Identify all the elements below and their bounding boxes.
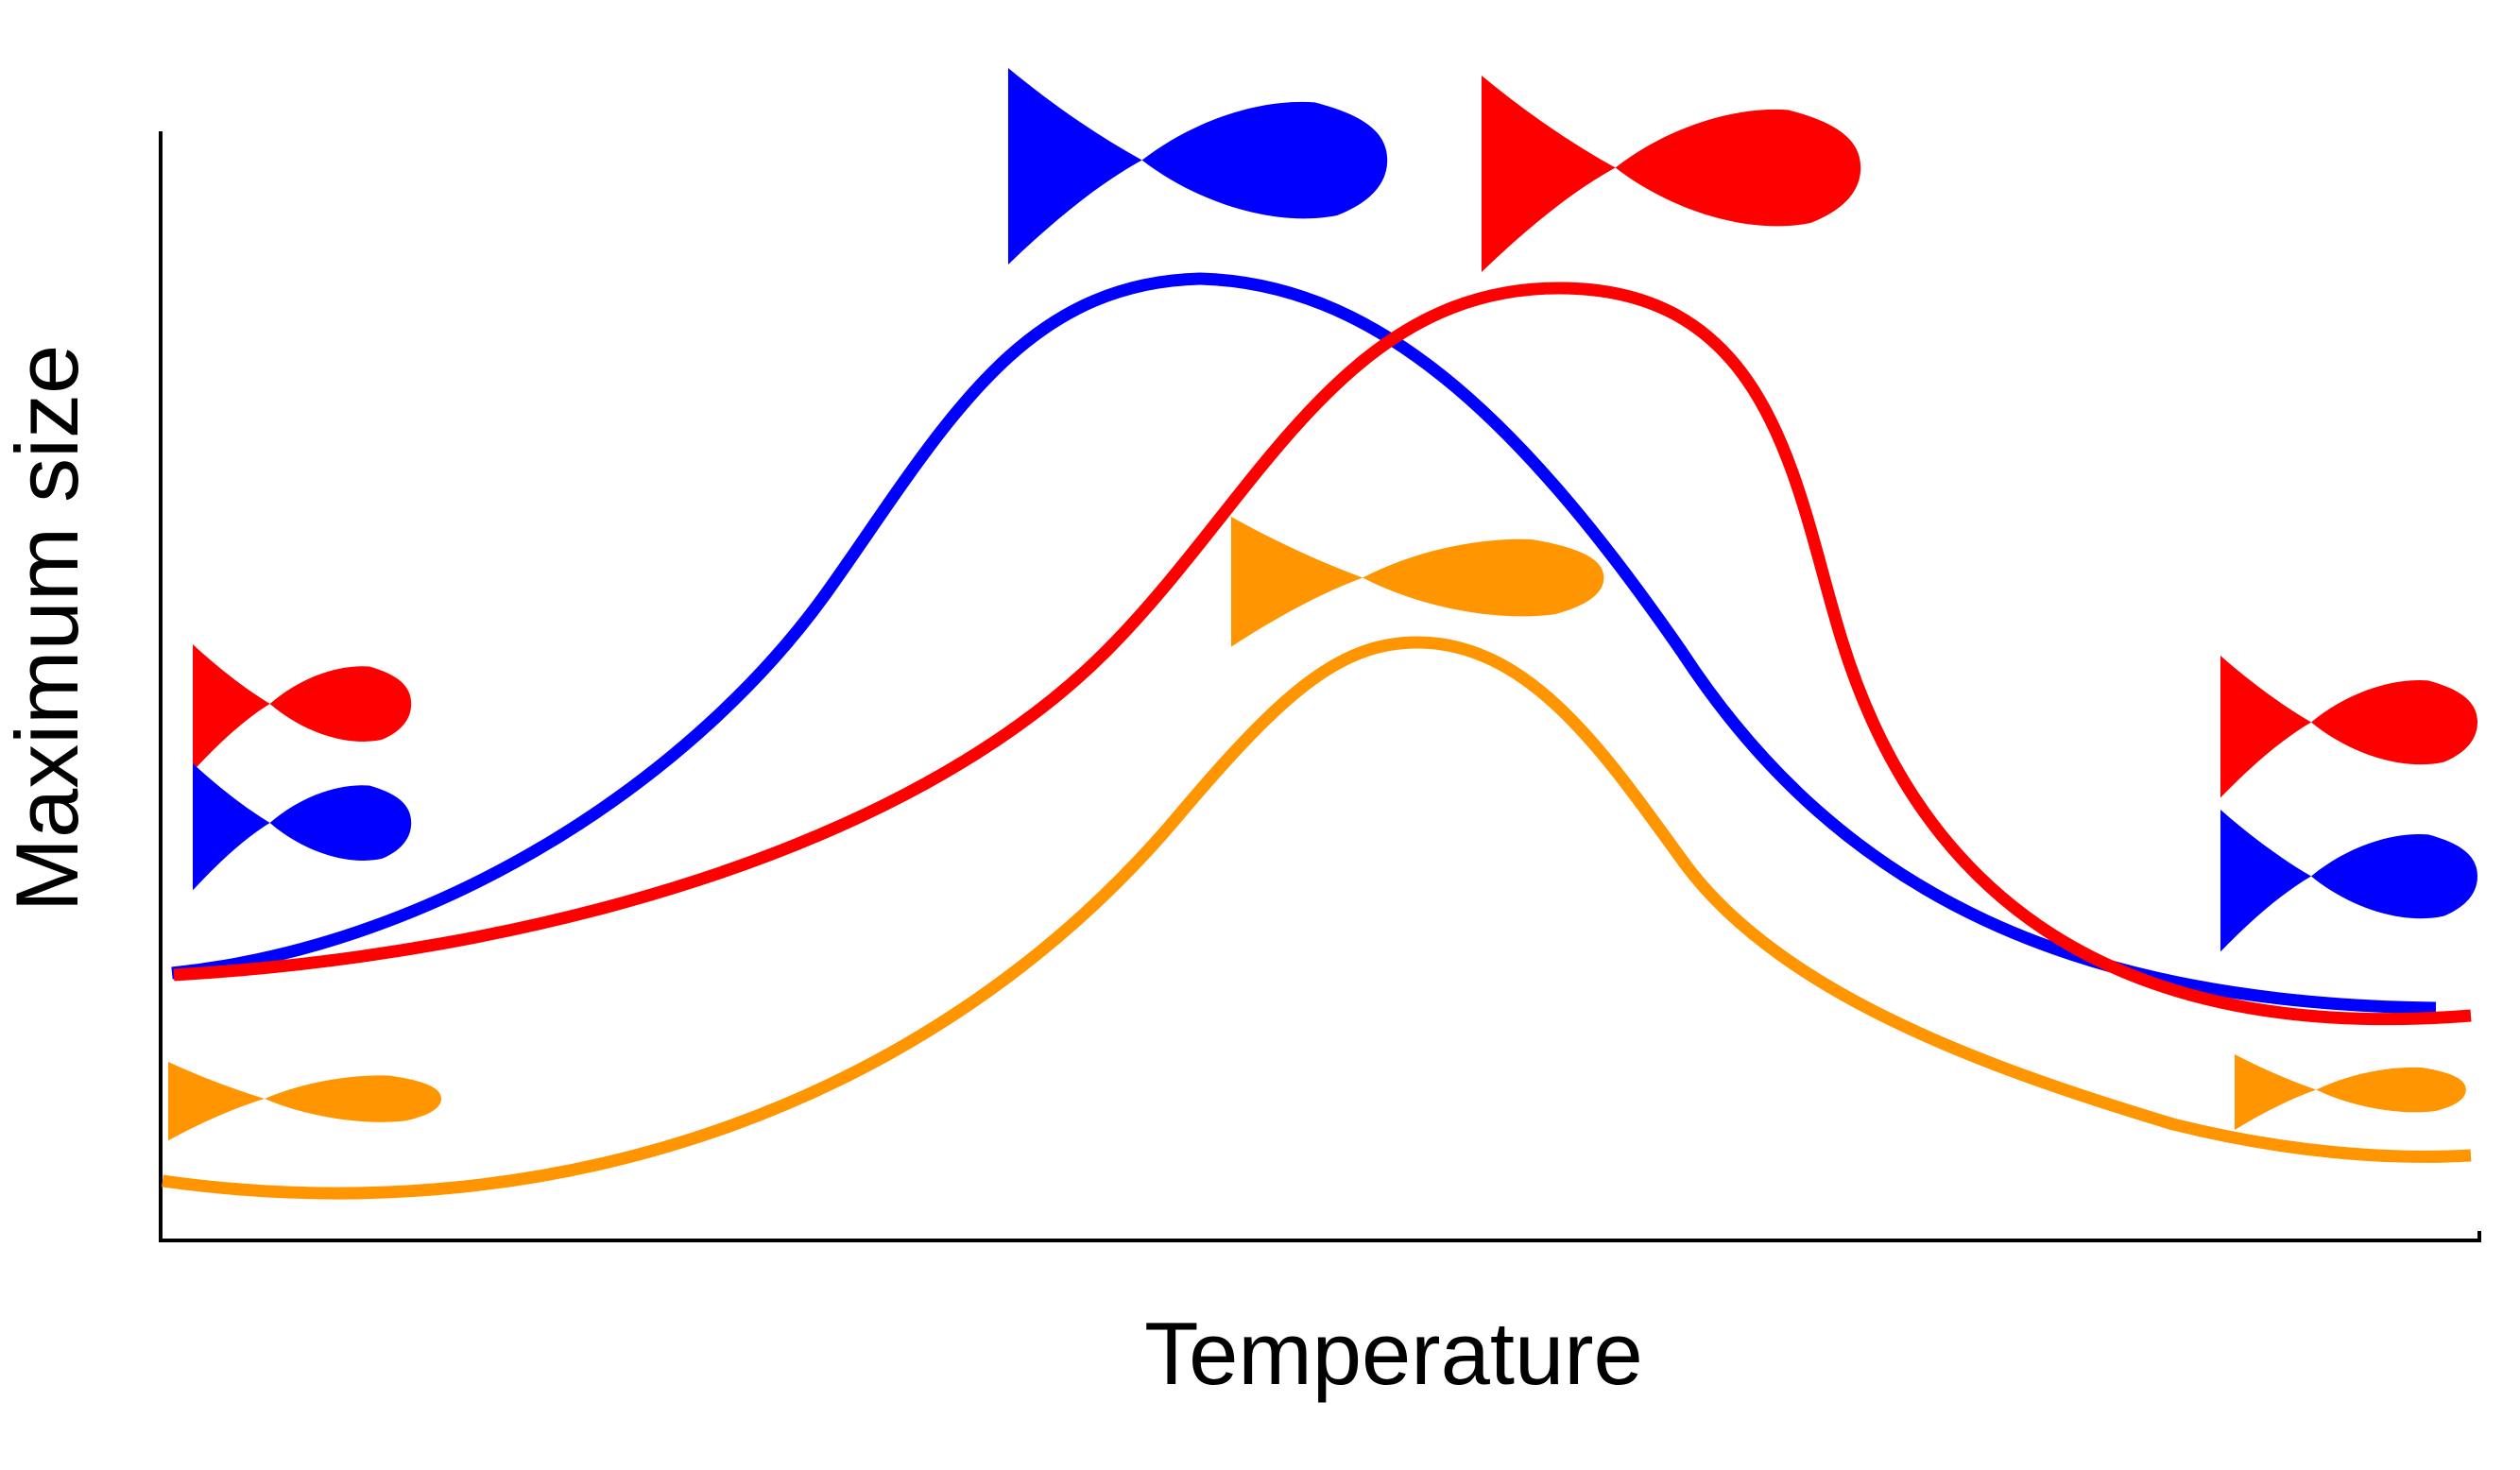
fish-icon	[193, 644, 412, 772]
fish-icon	[2235, 1054, 2466, 1130]
x-axis-label: Temperature	[1144, 1304, 1643, 1403]
fish-icon	[1231, 517, 1604, 647]
series-line-blue	[171, 272, 2437, 1015]
fish-icon	[2220, 810, 2477, 952]
fish-icon	[193, 763, 412, 891]
axes	[159, 131, 2481, 1242]
series-line-orange	[162, 636, 2472, 1200]
series-line-red	[173, 282, 2472, 1026]
fish-icon	[1008, 68, 1388, 265]
series-layer	[162, 272, 2472, 1200]
fish-icon	[1482, 76, 1861, 272]
fish-icon	[168, 1062, 441, 1141]
fish-icon	[2220, 656, 2477, 798]
y-axis-label: Maximum size	[0, 345, 96, 913]
